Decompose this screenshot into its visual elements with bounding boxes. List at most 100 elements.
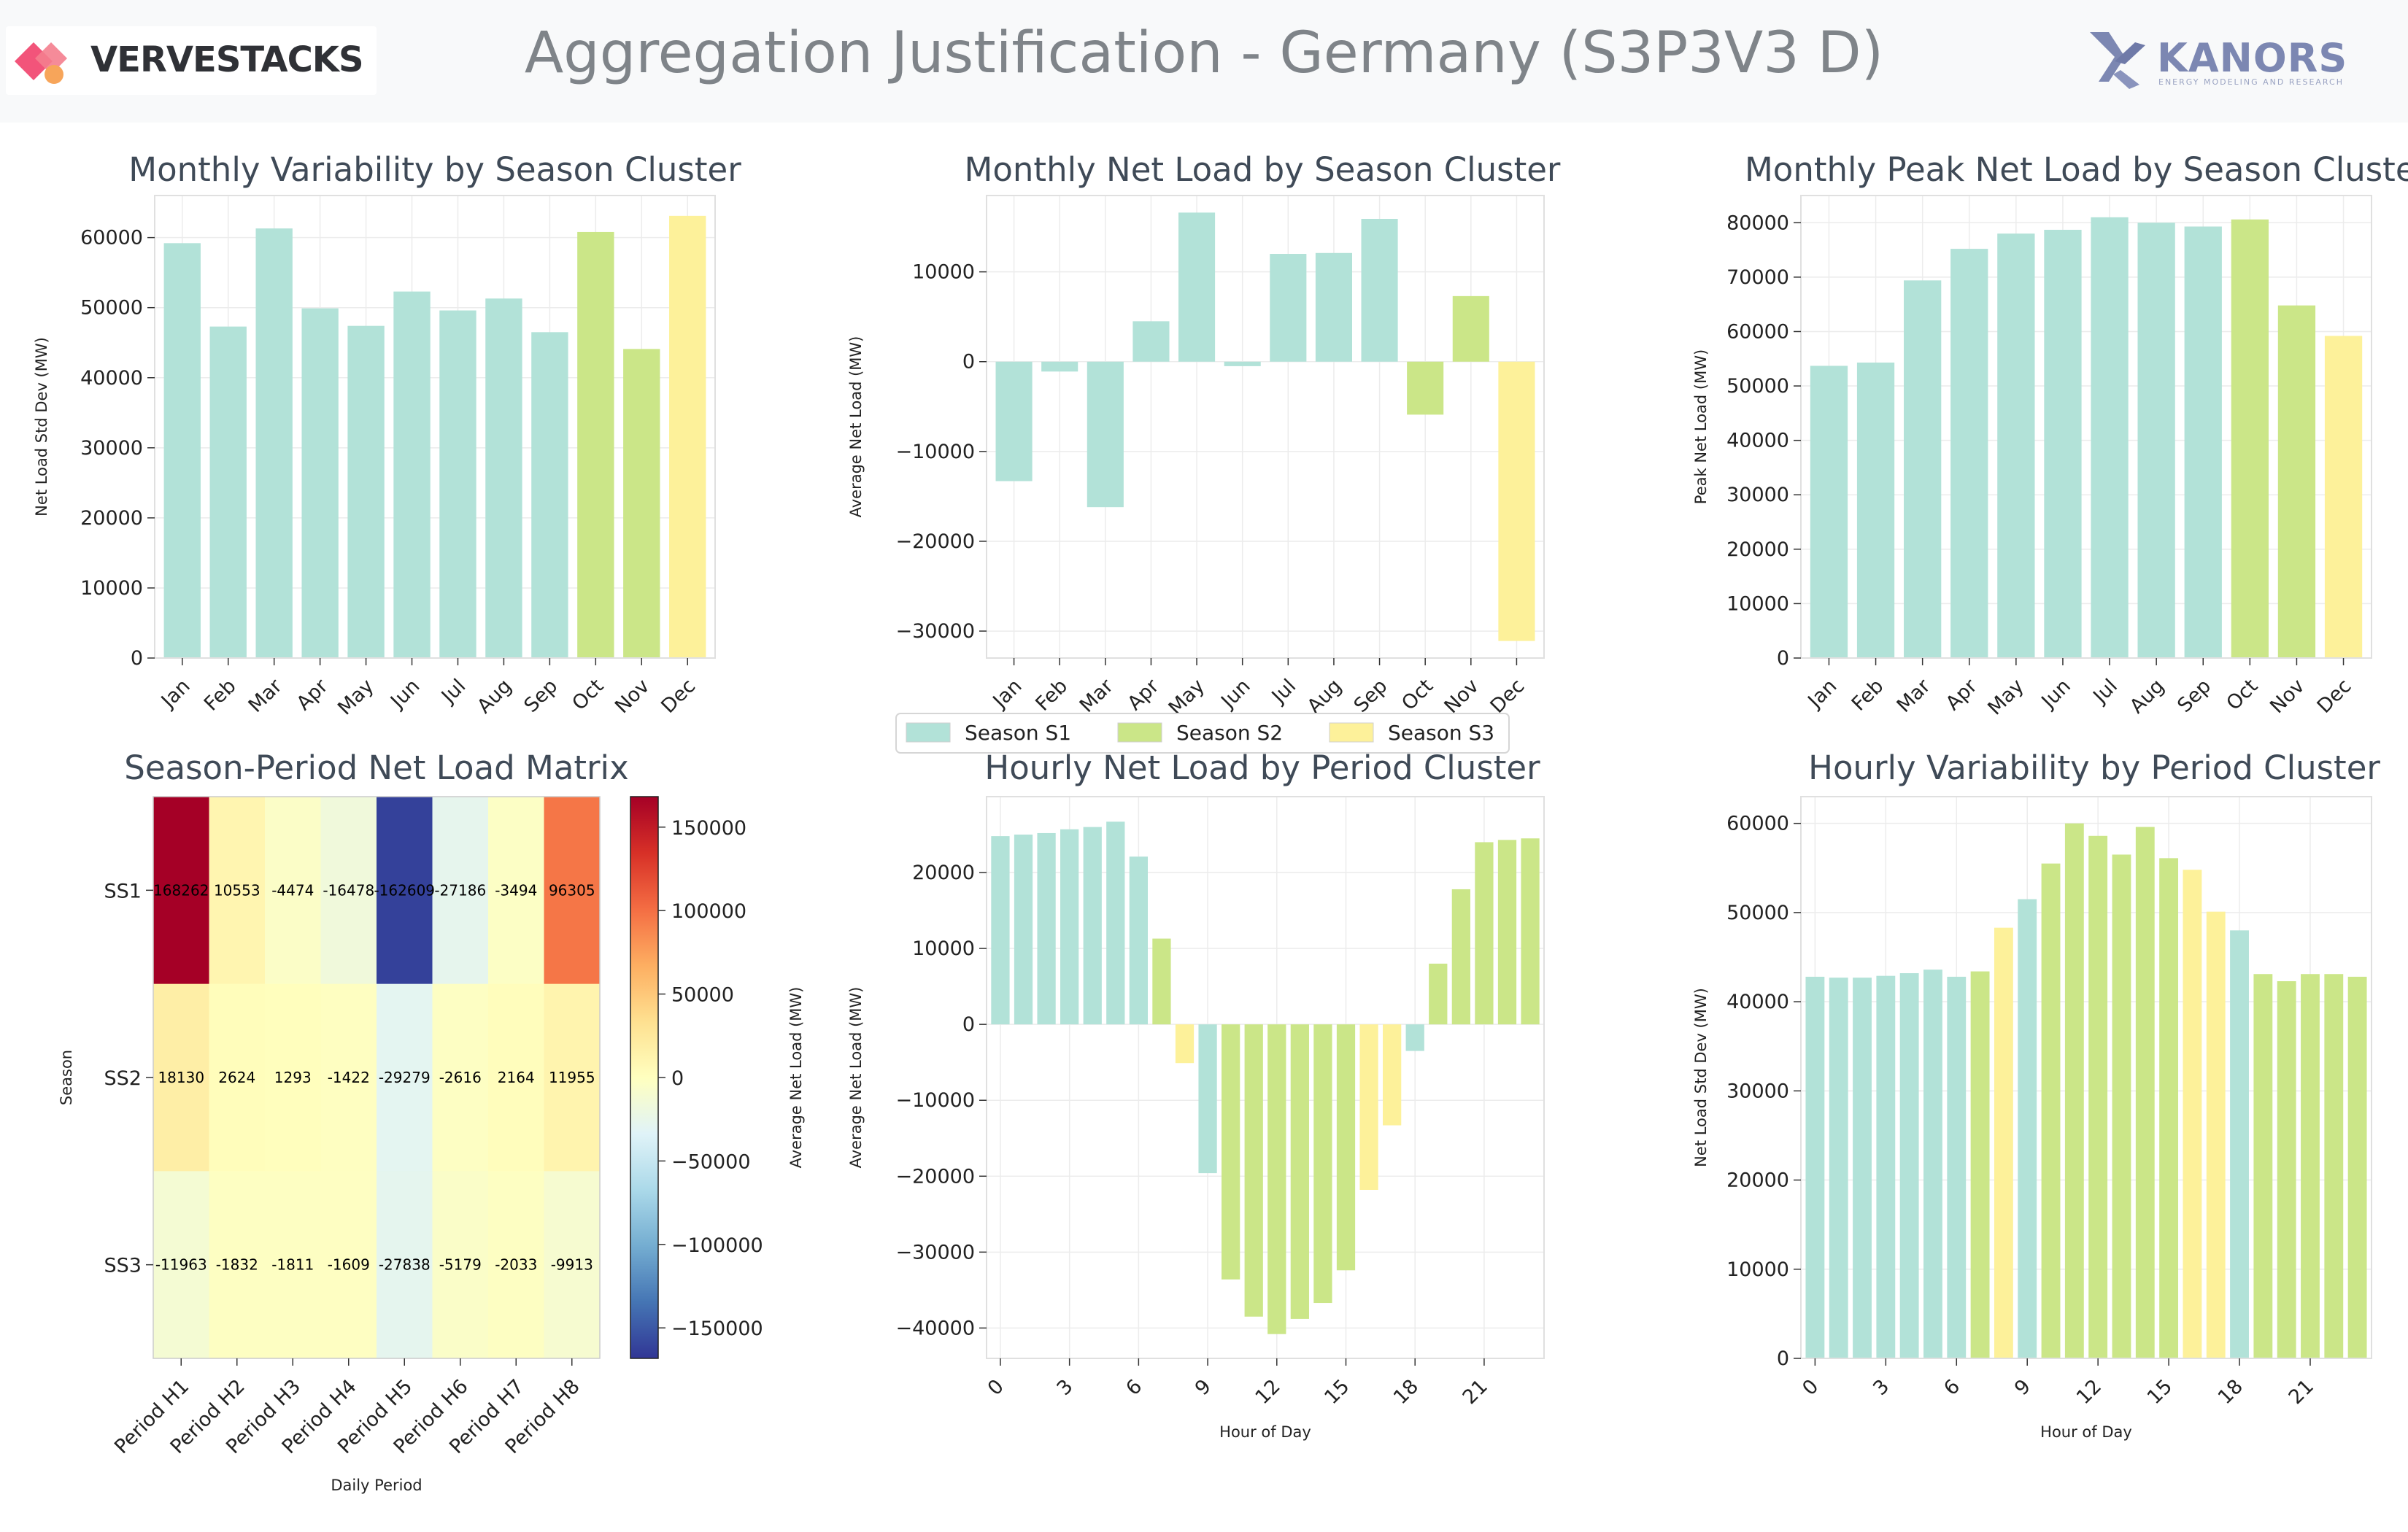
heatmap-value-label: 10553 <box>214 881 261 899</box>
bar <box>1994 927 2013 1358</box>
bar <box>995 361 1033 481</box>
heatmap-cell <box>432 1171 489 1359</box>
heatmap-cell <box>153 983 209 1172</box>
heatmap-cell <box>209 797 266 985</box>
heatmap-value-label: 2624 <box>218 1069 255 1086</box>
bar <box>1521 838 1540 1025</box>
bar <box>1947 976 1967 1358</box>
y-tick-label: −30000 <box>895 1241 975 1264</box>
bar <box>1810 365 1848 658</box>
bar <box>1244 1024 1263 1317</box>
bar <box>347 325 385 658</box>
y-tick-label: 60000 <box>1726 320 1789 343</box>
bar <box>1129 856 1148 1025</box>
heatmap-value-label: -1832 <box>216 1256 258 1274</box>
heatmap-cell <box>432 797 489 985</box>
colorbar-tick-label: −100000 <box>671 1234 763 1257</box>
bar <box>1475 842 1494 1025</box>
bar <box>669 215 706 659</box>
bar <box>2324 974 2344 1358</box>
legend-label: Season S3 <box>1388 721 1494 745</box>
x-tick-label: 21 <box>1459 1375 1492 1409</box>
bar <box>1313 1024 1332 1304</box>
heatmap-cell <box>320 1171 377 1359</box>
bar <box>393 291 431 658</box>
bar <box>2324 336 2363 658</box>
bar <box>531 332 568 658</box>
bar <box>1876 975 1896 1358</box>
bar <box>2301 974 2320 1358</box>
x-tick-label: May <box>1983 675 2028 719</box>
bar <box>1083 827 1102 1025</box>
x-tick-label: 0 <box>984 1375 1008 1400</box>
bar <box>485 298 522 658</box>
heatmap-value-label: -1422 <box>328 1069 370 1086</box>
bar <box>2137 223 2175 658</box>
legend-swatch <box>906 722 951 743</box>
bar <box>1014 835 1033 1025</box>
bar <box>1222 1024 1240 1280</box>
bar <box>2159 858 2179 1358</box>
heatmap-value-label: 11955 <box>549 1069 595 1086</box>
x-axis-label: Daily Period <box>331 1477 422 1494</box>
heatmap-cell <box>265 1171 321 1359</box>
bar <box>2230 930 2249 1358</box>
bar <box>2206 911 2226 1358</box>
heatmap-value-label: -2616 <box>439 1069 482 1086</box>
colorbar-tick-label: 150000 <box>671 817 746 840</box>
x-tick-label: Oct <box>568 675 608 715</box>
bar <box>1315 252 1352 362</box>
x-tick-label: Mar <box>1893 674 1936 717</box>
bar <box>2231 219 2269 658</box>
heatmap-value-label: -16478 <box>323 881 374 899</box>
x-tick-label: 6 <box>1940 1375 1964 1400</box>
heatmap-value-label: -27838 <box>379 1256 431 1274</box>
heatmap-cell <box>265 983 321 1172</box>
x-tick-label: Jan <box>156 675 195 713</box>
y-tick-label: 0 <box>962 1013 975 1036</box>
bar <box>1452 295 1489 362</box>
heatmap-value-label: -27186 <box>434 881 486 899</box>
y-tick-label: SS2 <box>104 1067 142 1090</box>
heatmap-cell <box>488 983 544 1172</box>
y-tick-label: 0 <box>131 647 143 670</box>
y-tick-label: 10000 <box>912 937 975 960</box>
page-title: Aggregation Justification - Germany (S3P… <box>524 20 1884 86</box>
x-tick-label: 3 <box>1053 1375 1078 1400</box>
chart-season-period-matrix: 168262 10553 -4474 -16478 -162609 -27186 -3494… <box>58 748 805 1494</box>
bar <box>1899 973 1919 1358</box>
vervestacks-wordmark: VERVESTACKS <box>90 39 364 80</box>
bar <box>1270 254 1307 362</box>
heatmap-value-label: 96305 <box>549 881 595 899</box>
bar <box>209 326 247 658</box>
bar <box>1805 976 1825 1358</box>
y-tick-label: −30000 <box>895 620 975 643</box>
bar <box>1429 963 1448 1025</box>
y-tick-label: 80000 <box>1726 212 1789 234</box>
x-tick-label: 3 <box>1869 1375 1894 1400</box>
chart-title: Hourly Net Load by Period Cluster <box>984 748 1540 787</box>
plot-frame <box>1800 195 2372 659</box>
x-tick-label: Mar <box>1076 674 1119 717</box>
plot-frame <box>154 195 716 659</box>
bar <box>623 349 660 658</box>
y-tick-label: 50000 <box>1726 902 1789 924</box>
bar <box>2064 823 2084 1358</box>
bar <box>1405 1024 1424 1051</box>
x-tick-label: Nov <box>2266 675 2309 718</box>
bar <box>1829 978 1848 1358</box>
bar <box>1359 1024 1378 1190</box>
colorbar-tick-label: −50000 <box>671 1150 751 1173</box>
x-tick-label: Mar <box>244 674 288 717</box>
plot-frame <box>986 796 1545 1359</box>
x-tick-label: Jan <box>988 675 1027 713</box>
y-tick-label: 20000 <box>1726 1169 1789 1192</box>
bar <box>1856 362 1895 658</box>
y-tick-label: −20000 <box>895 1165 975 1188</box>
plot-frame <box>986 195 1545 659</box>
colorbar-tick-label: −150000 <box>671 1318 763 1340</box>
y-tick-label: SS3 <box>104 1255 142 1277</box>
heatmap-value-label: 2164 <box>498 1069 535 1086</box>
